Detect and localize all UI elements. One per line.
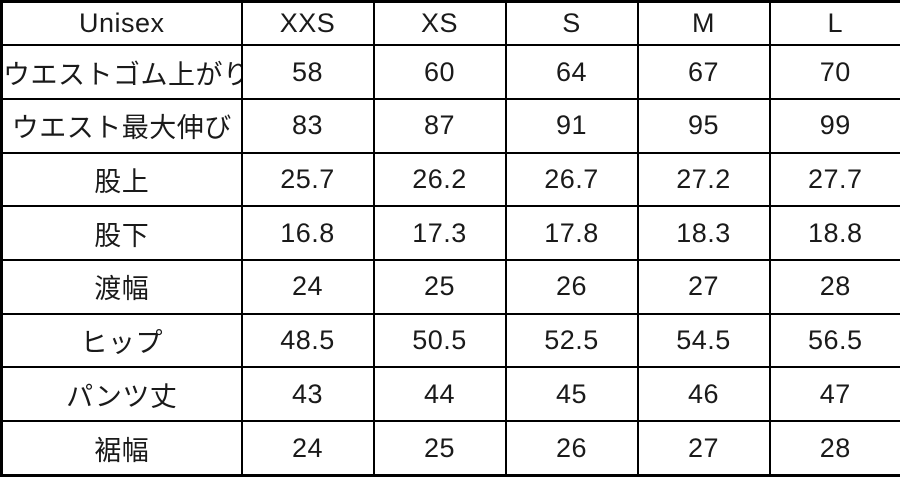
corner-header-unisex: Unisex: [0, 0, 243, 47]
column-header-s: S: [504, 0, 639, 47]
size-value-cell: 16.8: [240, 205, 375, 262]
size-value-cell: 27.7: [768, 151, 900, 208]
size-value-cell: 58: [240, 44, 375, 101]
size-value-cell: 25: [372, 420, 507, 477]
column-header-l: L: [768, 0, 900, 47]
size-value-cell: 44: [372, 366, 507, 423]
size-value-cell: 48.5: [240, 312, 375, 369]
size-value-cell: 17.8: [504, 205, 639, 262]
size-value-cell: 26.7: [504, 151, 639, 208]
size-value-cell: 54.5: [636, 312, 771, 369]
size-value-cell: 28: [768, 259, 900, 315]
size-value-cell: 28: [768, 420, 900, 477]
size-value-cell: 70: [768, 44, 900, 101]
size-value-cell: 43: [240, 366, 375, 423]
size-value-cell: 56.5: [768, 312, 900, 369]
row-label: パンツ丈: [0, 366, 243, 423]
size-value-cell: 99: [768, 98, 900, 154]
size-value-cell: 27: [636, 420, 771, 477]
size-value-cell: 27: [636, 259, 771, 315]
table-row-thigh-width: 渡幅 24 25 26 27 28: [0, 259, 900, 315]
size-value-cell: 95: [636, 98, 771, 154]
size-value-cell: 17.3: [372, 205, 507, 262]
row-label: ウエスト最大伸び: [0, 98, 243, 154]
size-value-cell: 25: [372, 259, 507, 315]
table-row-hip: ヒップ 48.5 50.5 52.5 54.5 56.5: [0, 312, 900, 369]
row-label: 渡幅: [0, 259, 243, 315]
column-header-xs: XS: [372, 0, 507, 47]
table-row-waist-elastic: ウエストゴム上がり 58 60 64 67 70: [0, 44, 900, 101]
size-value-cell: 25.7: [240, 151, 375, 208]
size-value-cell: 26.2: [372, 151, 507, 208]
table-row-waist-max-stretch: ウエスト最大伸び 83 87 91 95 99: [0, 98, 900, 154]
size-value-cell: 60: [372, 44, 507, 101]
size-value-cell: 26: [504, 259, 639, 315]
size-value-cell: 67: [636, 44, 771, 101]
size-value-cell: 24: [240, 259, 375, 315]
row-label: 裾幅: [0, 420, 243, 477]
size-value-cell: 46: [636, 366, 771, 423]
table-row-rise: 股上 25.7 26.2 26.7 27.2 27.7: [0, 151, 900, 208]
size-value-cell: 18.3: [636, 205, 771, 262]
size-value-cell: 24: [240, 420, 375, 477]
row-label: 股上: [0, 151, 243, 208]
size-value-cell: 26: [504, 420, 639, 477]
column-header-xxs: XXS: [240, 0, 375, 47]
row-label: 股下: [0, 205, 243, 262]
size-value-cell: 87: [372, 98, 507, 154]
size-value-cell: 52.5: [504, 312, 639, 369]
row-label: ヒップ: [0, 312, 243, 369]
size-value-cell: 91: [504, 98, 639, 154]
size-value-cell: 45: [504, 366, 639, 423]
table-row-hem-width: 裾幅 24 25 26 27 28: [0, 420, 900, 477]
size-value-cell: 83: [240, 98, 375, 154]
size-value-cell: 27.2: [636, 151, 771, 208]
table-row-inseam: 股下 16.8 17.3 17.8 18.3 18.8: [0, 205, 900, 262]
size-value-cell: 18.8: [768, 205, 900, 262]
size-value-cell: 50.5: [372, 312, 507, 369]
column-header-m: M: [636, 0, 771, 47]
row-label: ウエストゴム上がり: [0, 44, 243, 101]
size-value-cell: 64: [504, 44, 639, 101]
size-value-cell: 47: [768, 366, 900, 423]
header-row: Unisex XXS XS S M L: [0, 0, 900, 47]
table-row-pants-length: パンツ丈 43 44 45 46 47: [0, 366, 900, 423]
